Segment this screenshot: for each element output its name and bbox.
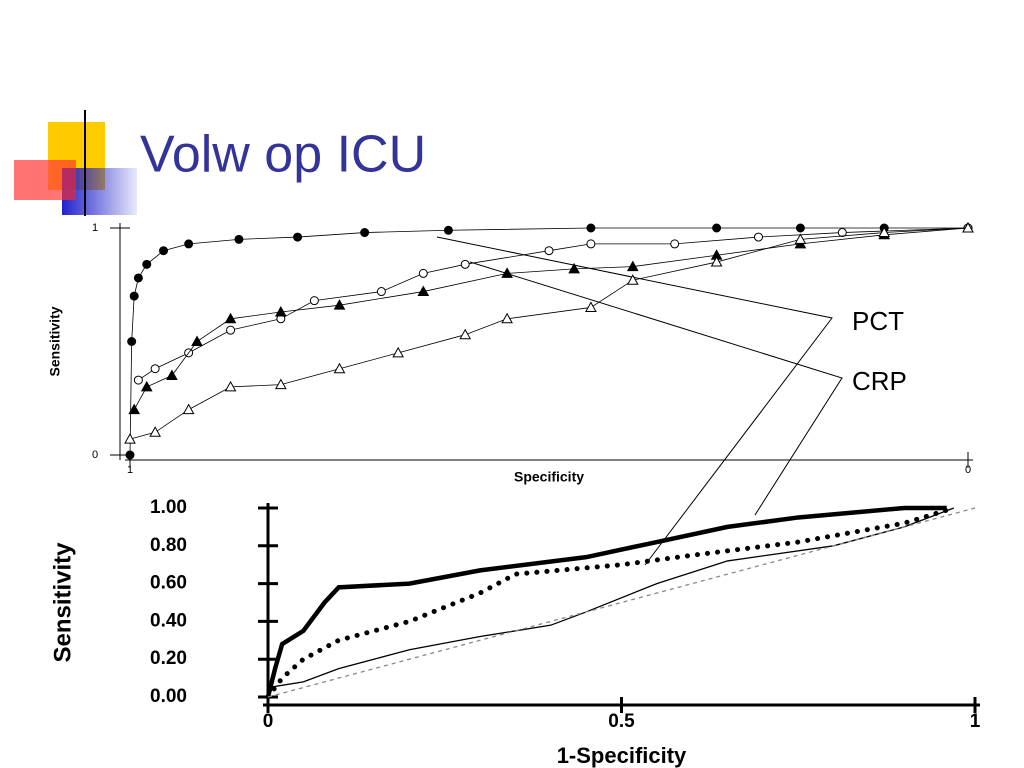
marker	[125, 450, 135, 460]
x-tick-label: 0.5	[608, 711, 635, 732]
x-axis-label: Specificity	[514, 469, 584, 485]
marker	[501, 267, 513, 278]
marker	[626, 274, 639, 285]
marker	[501, 312, 513, 324]
marker	[127, 337, 137, 346]
marker	[224, 380, 237, 392]
marker	[149, 426, 161, 437]
marker	[459, 328, 472, 340]
marker	[224, 312, 237, 324]
marker	[710, 256, 723, 267]
roc-line	[133, 227, 969, 410]
y-tick-label: 0.20	[150, 648, 187, 669]
annotation: PCT	[852, 306, 904, 336]
marker	[626, 260, 639, 272]
marker	[460, 259, 470, 269]
marker	[962, 221, 974, 233]
marker	[392, 346, 405, 358]
marker	[878, 226, 891, 238]
marker	[586, 223, 596, 233]
marker	[309, 296, 319, 306]
marker	[182, 403, 195, 415]
marker	[140, 380, 153, 392]
marker	[754, 232, 763, 242]
y-tick-label: 0.00	[150, 686, 187, 707]
marker	[159, 246, 169, 256]
marker	[333, 362, 346, 374]
marker	[443, 225, 453, 235]
roc-line	[267, 507, 955, 689]
slide-title: Volw op ICU	[140, 126, 426, 184]
marker	[191, 335, 203, 346]
marker	[360, 228, 370, 238]
leader-lines	[436, 236, 843, 566]
y-tick-label: 1.00	[150, 497, 187, 518]
marker	[124, 433, 136, 444]
annotation: CRP	[852, 366, 907, 396]
deco-red	[14, 160, 76, 200]
marker	[586, 239, 596, 249]
marker	[133, 375, 143, 385]
roc-line	[265, 505, 947, 698]
x-tick-label: 0	[263, 711, 274, 732]
roc-line	[129, 227, 968, 456]
marker	[333, 299, 346, 310]
marker	[376, 287, 386, 297]
marker	[712, 223, 722, 233]
y-tick-label: 1	[92, 222, 98, 234]
marker	[226, 325, 236, 335]
marker	[166, 369, 178, 381]
marker	[670, 239, 680, 249]
roc-line	[267, 507, 976, 698]
marker	[274, 378, 287, 390]
marker	[544, 246, 554, 256]
marker	[568, 262, 580, 274]
x-tick-label: 0	[965, 464, 971, 476]
y-tick-label: 0.60	[150, 573, 187, 594]
marker	[418, 268, 428, 278]
x-tick-label: 1	[127, 464, 133, 476]
marker	[585, 301, 597, 312]
marker	[150, 364, 160, 374]
marker	[184, 239, 194, 249]
marker	[128, 403, 141, 415]
y-axis-label: Sensitivity	[49, 542, 76, 663]
marker	[417, 285, 430, 297]
marker	[293, 232, 303, 242]
roc-line	[265, 505, 957, 700]
y-tick-label: 0.80	[150, 535, 187, 556]
marker	[129, 291, 139, 301]
y-tick-label: 0.40	[150, 610, 187, 631]
y-axis-label: Sensitivity	[47, 306, 63, 376]
x-tick-label: 1	[970, 711, 981, 732]
marker	[234, 234, 244, 244]
marker	[274, 305, 287, 317]
marker	[795, 223, 805, 233]
marker	[133, 273, 143, 283]
marker	[794, 233, 807, 244]
x-axis-label: 1-Specificity	[557, 743, 687, 768]
y-tick-label: 0	[92, 449, 98, 461]
marker	[142, 259, 152, 269]
marker	[837, 228, 847, 238]
